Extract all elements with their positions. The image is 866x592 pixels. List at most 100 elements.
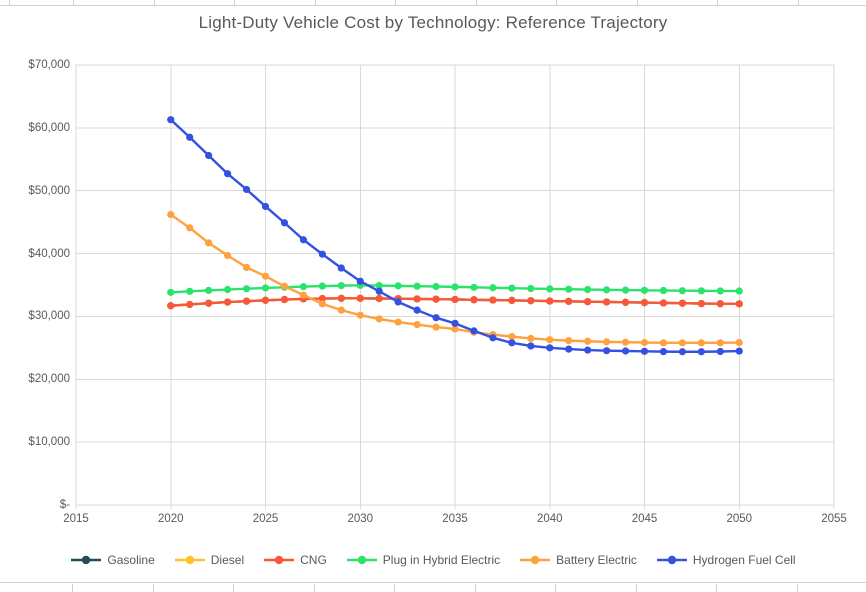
- series-point-cng: [584, 298, 592, 306]
- series-point-cng: [280, 295, 289, 304]
- chart-legend: Gasoline Diesel CNG Plug in Hybrid Electric…: [0, 551, 866, 569]
- legend-marker-gasoline: [71, 555, 102, 565]
- series-point-cng: [603, 298, 611, 306]
- spreadsheet-column-border: [475, 0, 477, 5]
- series-point-battery-electric: [242, 263, 251, 271]
- series-point-battery-electric: [527, 334, 535, 343]
- series-point-cng: [167, 302, 175, 310]
- series-point-hydrogen-fuel-cell: [621, 347, 630, 355]
- series-point-cng: [451, 295, 459, 304]
- series-point-cng: [489, 296, 497, 304]
- series-point-battery-electric: [394, 318, 402, 326]
- spreadsheet-column-border: [635, 584, 637, 592]
- series-point-cng: [318, 294, 326, 303]
- spreadsheet-column-border: [556, 0, 557, 5]
- legend-item-cng: CNG: [263, 553, 327, 567]
- series-point-cng: [546, 297, 554, 305]
- spreadsheet-column-border: [394, 584, 395, 592]
- legend-item-plug-in-hybrid-electric: Plug in Hybrid Electric: [346, 553, 500, 567]
- legend-marker-battery-electric: [520, 555, 551, 565]
- series-point-cng: [659, 299, 668, 307]
- series-point-cng: [470, 296, 478, 304]
- x-tick-label: 2050: [726, 513, 753, 525]
- series-point-plug-in-hybrid-electric: [546, 285, 554, 293]
- series-point-battery-electric: [603, 338, 611, 346]
- series-point-plug-in-hybrid-electric: [697, 287, 705, 295]
- series-point-battery-electric: [280, 282, 289, 290]
- series-point-hydrogen-fuel-cell: [337, 264, 345, 272]
- series-point-battery-electric: [659, 339, 668, 347]
- spreadsheet-column-border: [313, 584, 315, 592]
- series-point-plug-in-hybrid-electric: [299, 283, 307, 291]
- series-point-plug-in-hybrid-electric: [470, 283, 478, 291]
- series-point-battery-electric: [186, 224, 194, 232]
- series-point-battery-electric: [205, 239, 213, 247]
- series-point-battery-electric: [356, 311, 364, 319]
- x-tick-label: 2015: [63, 513, 89, 525]
- x-tick-label: 2035: [442, 513, 468, 525]
- legend-marker-hydrogen-fuel-cell: [656, 555, 687, 565]
- series-point-battery-electric: [565, 337, 573, 345]
- series-point-cng: [640, 299, 649, 307]
- legend-item-hydrogen-fuel-cell: Hydrogen Fuel Cell: [656, 553, 796, 567]
- series-point-hydrogen-fuel-cell: [280, 219, 289, 227]
- spreadsheet-gridline-row-bottom: [0, 582, 866, 592]
- series-point-plug-in-hybrid-electric: [640, 286, 649, 294]
- series-point-battery-electric: [640, 338, 649, 347]
- series-point-battery-electric: [735, 338, 743, 347]
- series-point-battery-electric: [432, 323, 440, 331]
- y-tick-label: $30,000: [28, 310, 70, 323]
- series-point-plug-in-hybrid-electric: [621, 286, 630, 294]
- series-point-battery-electric: [508, 332, 516, 341]
- legend-label-battery-electric: Battery Electric: [556, 553, 637, 567]
- series-point-plug-in-hybrid-electric: [224, 285, 232, 294]
- x-tick-label: 2040: [536, 513, 563, 525]
- series-point-plug-in-hybrid-electric: [167, 288, 175, 296]
- series-point-hydrogen-fuel-cell: [413, 306, 421, 314]
- y-tick-label: $50,000: [28, 184, 70, 197]
- series-point-plug-in-hybrid-electric: [413, 282, 421, 290]
- spreadsheet-column-border: [474, 584, 476, 592]
- series-point-cng: [678, 299, 687, 307]
- series-point-hydrogen-fuel-cell: [659, 348, 668, 356]
- series-point-cng: [242, 297, 251, 305]
- series-point-battery-electric: [697, 339, 705, 347]
- legend-marker-diesel: [174, 555, 205, 565]
- series-point-plug-in-hybrid-electric: [508, 284, 516, 292]
- series-point-battery-electric: [716, 339, 724, 347]
- series-point-hydrogen-fuel-cell: [167, 116, 175, 124]
- series-point-hydrogen-fuel-cell: [394, 298, 402, 306]
- spreadsheet-column-border: [636, 0, 638, 5]
- x-tick-label: 2045: [631, 513, 658, 525]
- series-point-hydrogen-fuel-cell: [489, 334, 497, 342]
- series-point-hydrogen-fuel-cell: [697, 348, 705, 356]
- spreadsheet-column-border: [716, 584, 717, 592]
- spreadsheet-column-border: [555, 584, 556, 592]
- legend-item-gasoline: Gasoline: [70, 553, 155, 567]
- x-tick-label: 2030: [347, 513, 374, 525]
- series-point-battery-electric: [375, 315, 383, 323]
- series-point-battery-electric: [678, 339, 687, 347]
- series-point-cng: [186, 300, 194, 309]
- series-point-plug-in-hybrid-electric: [489, 284, 497, 292]
- series-point-cng: [337, 294, 345, 302]
- series-point-plug-in-hybrid-electric: [337, 282, 345, 290]
- series-point-hydrogen-fuel-cell: [451, 319, 459, 327]
- spreadsheet-column-border: [796, 584, 798, 592]
- y-tick-label: $-: [59, 499, 70, 511]
- series-point-hydrogen-fuel-cell: [603, 347, 611, 355]
- series-point-cng: [735, 300, 743, 308]
- series-point-plug-in-hybrid-electric: [735, 287, 743, 295]
- y-tick-label: $20,000: [28, 373, 70, 386]
- series-point-cng: [432, 295, 440, 303]
- series-point-cng: [621, 298, 630, 306]
- series-point-hydrogen-fuel-cell: [716, 347, 724, 356]
- series-point-hydrogen-fuel-cell: [584, 346, 592, 354]
- series-point-plug-in-hybrid-electric: [375, 281, 383, 290]
- series-point-cng: [716, 300, 724, 308]
- series-point-battery-electric: [413, 321, 421, 329]
- series-point-plug-in-hybrid-electric: [451, 283, 459, 291]
- series-point-hydrogen-fuel-cell: [546, 344, 554, 352]
- series-point-plug-in-hybrid-electric: [565, 285, 573, 293]
